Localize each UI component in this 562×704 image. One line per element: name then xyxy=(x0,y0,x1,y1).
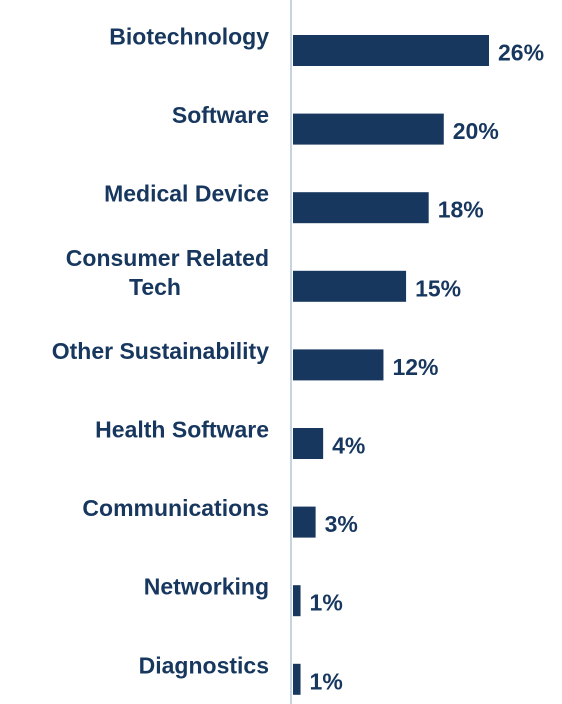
bar xyxy=(293,35,489,66)
value-label: 12% xyxy=(392,354,438,380)
category-label: Biotechnology xyxy=(109,24,269,50)
bar xyxy=(293,585,301,617)
category-label: Diagnostics xyxy=(139,652,269,678)
category-label: Tech xyxy=(129,274,181,300)
category-label: Communications xyxy=(82,495,269,521)
value-label: 20% xyxy=(453,118,499,144)
category-label: Other Sustainability xyxy=(52,338,269,364)
category-label: Medical Device xyxy=(104,181,269,207)
category-label: Consumer Related xyxy=(66,245,269,271)
bar xyxy=(293,192,429,224)
value-label: 1% xyxy=(310,590,343,616)
bar xyxy=(293,663,301,695)
value-labels-group: 26% 20% 18% 15% 12% 4% 3% 1% 1% xyxy=(310,40,545,695)
category-labels-group: Biotechnology Software Medical Device Consu… xyxy=(52,24,269,679)
value-label: 15% xyxy=(415,275,461,301)
category-label: Health Software xyxy=(95,417,269,443)
value-label: 4% xyxy=(332,433,365,459)
bar xyxy=(293,270,407,302)
category-label: Software xyxy=(172,102,269,128)
category-label: Networking xyxy=(144,574,269,600)
value-label: 26% xyxy=(498,40,544,66)
bar xyxy=(293,428,324,459)
bar xyxy=(293,349,384,381)
bar xyxy=(293,113,444,145)
bar xyxy=(293,506,316,538)
bars-group xyxy=(293,35,489,695)
value-label: 3% xyxy=(325,511,358,537)
value-label: 1% xyxy=(310,668,343,694)
value-label: 18% xyxy=(438,197,484,223)
